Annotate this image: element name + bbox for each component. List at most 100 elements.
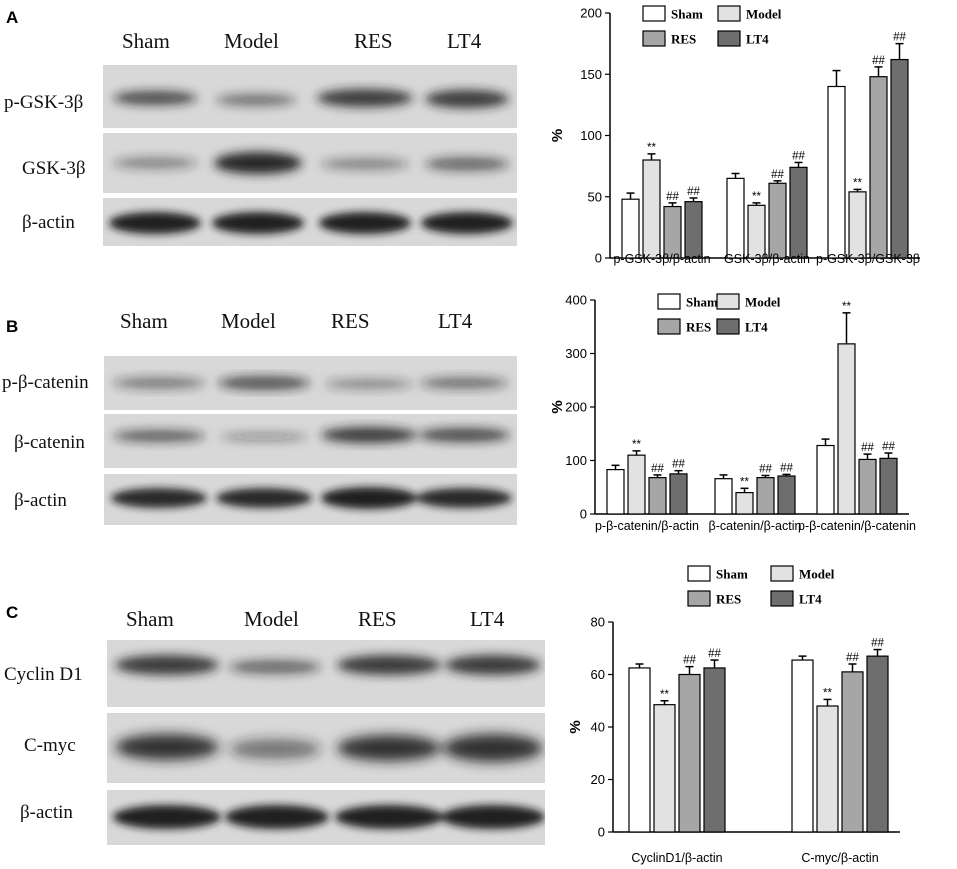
- bar-lt4: [684, 201, 703, 259]
- panel-c-blot-3: [107, 790, 545, 845]
- bar-model: [627, 454, 646, 515]
- bar-res: [648, 477, 667, 515]
- bar-sham: [816, 444, 835, 515]
- panel-a-lane-model: Model: [224, 29, 279, 53]
- legend-label-res: RES: [716, 592, 741, 607]
- panel-c-lane-lt4: LT4: [470, 607, 505, 631]
- bar-lt4: [890, 58, 909, 259]
- legend-label-res: RES: [671, 32, 696, 47]
- panel-a-row-label-2: GSK-3β: [22, 158, 86, 179]
- significance-mark: **: [823, 687, 832, 699]
- panel-c-blot-1: [107, 640, 545, 707]
- bar-lt4: [879, 457, 898, 515]
- legend-swatch-sham: [687, 565, 711, 582]
- bar-sham: [726, 177, 745, 259]
- significance-mark: ##: [666, 191, 679, 203]
- legend-swatch-lt4: [717, 30, 741, 47]
- significance-mark: ##: [893, 32, 906, 44]
- bar-res: [663, 205, 682, 259]
- panel-a-lane-sham: Sham: [122, 29, 170, 53]
- significance-mark: **: [752, 191, 761, 203]
- bar-res: [756, 477, 775, 515]
- bar-model: [848, 191, 867, 259]
- bar-res: [768, 182, 787, 259]
- panel-c-lane-model: Model: [244, 607, 299, 631]
- bar-sham: [827, 85, 846, 259]
- bar-res: [869, 76, 888, 259]
- panel-b-row-label-3: β-actin: [14, 490, 67, 511]
- significance-mark: **: [853, 177, 862, 189]
- y-tick-label: 20: [591, 772, 605, 787]
- y-tick-label: 80: [591, 615, 605, 630]
- panel-a-blot-2: [103, 133, 517, 193]
- legend-swatch-res: [642, 30, 666, 47]
- x-category-label: p-β-catenin/β-catenin: [798, 519, 916, 533]
- significance-mark: **: [660, 689, 669, 701]
- legend-label-model: Model: [799, 567, 835, 582]
- bar-res: [678, 673, 701, 833]
- bar-res: [858, 458, 877, 515]
- y-tick-label: 60: [591, 667, 605, 682]
- bar-model: [747, 204, 766, 259]
- bar-res: [841, 671, 864, 833]
- panel-a-lane-lt4: LT4: [447, 29, 482, 53]
- chart-b: 0 100 200 300 400% ** ## ## p-β-catenin/β-actin *…: [549, 293, 916, 534]
- legend-swatch-lt4: [770, 590, 794, 607]
- bar-sham: [714, 478, 733, 515]
- significance-mark: ##: [780, 462, 793, 474]
- x-category-label: CyclinD1/β-actin: [631, 851, 722, 865]
- y-tick-label: 200: [565, 400, 587, 415]
- legend-label-sham: Sham: [716, 567, 748, 582]
- panel-a-row-label-3: β-actin: [22, 212, 75, 233]
- significance-mark: ##: [792, 150, 805, 162]
- bar-model: [816, 705, 839, 833]
- panel-c-lane-sham: Sham: [126, 607, 174, 631]
- bar-model: [653, 704, 676, 833]
- panel-b-lane-res: RES: [331, 309, 370, 333]
- significance-mark: ##: [882, 441, 895, 453]
- significance-mark: ##: [861, 442, 874, 454]
- bar-lt4: [669, 473, 688, 515]
- legend-label-lt4: LT4: [746, 32, 769, 47]
- panel-a-row-label-1: p-GSK-3β: [4, 92, 84, 113]
- bar-model: [837, 343, 856, 515]
- legend-label-sham: Sham: [686, 295, 718, 310]
- panel-a-blot-1: [103, 65, 517, 128]
- legend-swatch-model: [716, 293, 740, 310]
- significance-mark: ##: [759, 463, 772, 475]
- legend-label-lt4: LT4: [799, 592, 822, 607]
- significance-mark: **: [740, 476, 749, 488]
- panel-b-lane-sham: Sham: [120, 309, 168, 333]
- panel-b-lane-lt4: LT4: [438, 309, 473, 333]
- legend-label-model: Model: [745, 295, 781, 310]
- panel-a-letter: A: [6, 8, 19, 27]
- y-tick-label: 40: [591, 720, 605, 735]
- legend-swatch-res: [687, 590, 711, 607]
- y-tick-label: 0: [595, 251, 602, 266]
- legend-label-sham: Sham: [671, 7, 703, 22]
- legend-swatch-res: [657, 318, 681, 335]
- panel-b-row-label-1: p-β-catenin: [2, 372, 89, 393]
- panel-b-blot-3: [104, 474, 517, 525]
- significance-mark: ##: [651, 463, 664, 475]
- panel-b-letter: B: [6, 317, 19, 336]
- panel-c-row-label-1: Cyclin D1: [4, 664, 83, 685]
- bar-lt4: [789, 166, 808, 259]
- y-tick-label: 300: [565, 346, 587, 361]
- chart-c: 0 20 40 60 80% ** ## ## CyclinD1/β-actin ** ## ## C-…: [567, 565, 900, 865]
- legend-label-model: Model: [746, 7, 782, 22]
- significance-mark: ##: [871, 638, 884, 650]
- y-tick-label: 150: [580, 67, 602, 82]
- significance-mark: **: [647, 142, 656, 154]
- significance-mark: ##: [771, 169, 784, 181]
- panel-a-blot-3: [103, 198, 517, 246]
- x-category-label: GSK-3β/β-actin: [724, 252, 810, 266]
- y-axis-label: %: [549, 400, 566, 413]
- bar-sham: [628, 667, 651, 833]
- bar-model: [642, 159, 661, 259]
- panel-b-row-label-2: β-catenin: [14, 432, 85, 453]
- panel-c-letter: C: [6, 603, 19, 622]
- x-category-label: p-GSK-3β/β-actin: [613, 252, 710, 266]
- bar-lt4: [703, 667, 726, 833]
- bar-sham: [621, 198, 640, 259]
